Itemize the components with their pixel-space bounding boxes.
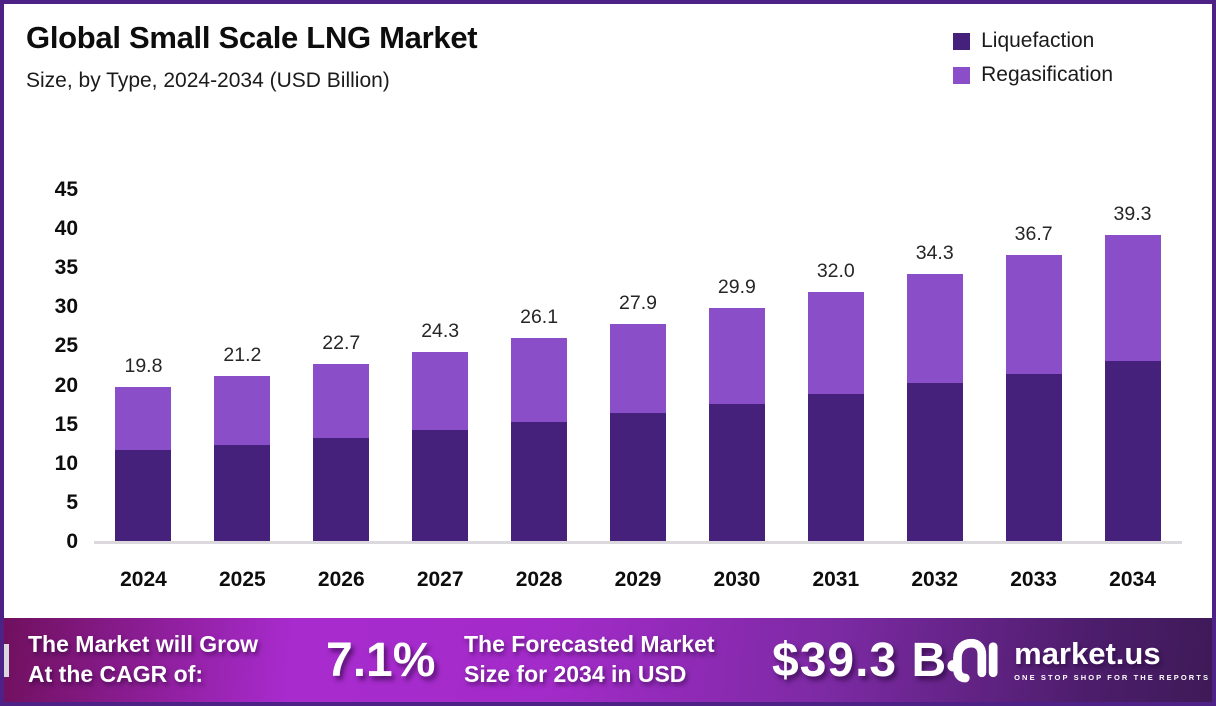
legend: Liquefaction Regasification	[953, 29, 1113, 87]
legend-item: Regasification	[953, 63, 1113, 87]
x-axis-label: 2029	[614, 568, 662, 591]
legend-swatch	[953, 66, 971, 84]
bar-group: 21.2 2025	[214, 190, 271, 591]
bar-total-label: 26.1	[520, 305, 559, 328]
cagr-value: 7.1%	[326, 633, 436, 687]
bar-total-label: 24.3	[421, 319, 460, 342]
segment-regasification	[115, 387, 172, 451]
bar-total-label: 36.7	[1014, 222, 1053, 245]
summary-banner: The Market will Grow At the CAGR of: 7.1…	[4, 618, 1212, 702]
cagr-label: The Market will Grow At the CAGR of:	[28, 630, 326, 690]
segment-liquefaction	[906, 383, 963, 542]
y-axis-tick: 15	[54, 412, 78, 436]
cagr-label-line1: The Market will Grow	[28, 631, 259, 658]
logo-text-block: market.us ONE STOP SHOP FOR THE REPORTS	[1014, 638, 1210, 682]
segment-liquefaction	[412, 430, 469, 542]
chart-subtitle: Size, by Type, 2024-2034 (USD Billion)	[26, 69, 390, 92]
bar-total-label: 39.3	[1113, 202, 1152, 225]
x-axis-label: 2026	[317, 568, 365, 591]
bar-group: 24.3 2027	[412, 190, 469, 591]
y-axis-tick: 0	[66, 530, 78, 553]
x-axis-baseline	[94, 541, 1182, 544]
segment-liquefaction	[1005, 373, 1062, 542]
marketus-logo: market.us ONE STOP SHOP FOR THE REPORTS	[947, 633, 1210, 688]
logo-tagline: ONE STOP SHOP FOR THE REPORTS	[1014, 673, 1211, 682]
segment-regasification	[609, 323, 666, 413]
stacked-bar-chart: 45 40 35 30 25 20 15 10 5 0 19.8 2024 21.2 2025 22.7 2…	[32, 178, 1182, 591]
forecast-label-line2: Size for 2034 in USD	[464, 661, 687, 687]
x-axis-label: 2024	[120, 568, 167, 591]
bar-total-label: 32.0	[816, 259, 855, 282]
cagr-label-line2: At the CAGR of:	[28, 661, 204, 687]
segment-liquefaction	[1104, 361, 1161, 542]
marketus-monogram-icon	[947, 633, 1001, 688]
legend-item: Liquefaction	[953, 29, 1113, 53]
segment-regasification	[313, 364, 370, 438]
y-axis-tick: 30	[54, 295, 78, 319]
bar-group: 39.3 2034	[1104, 190, 1161, 591]
x-axis-label: 2033	[1010, 568, 1057, 591]
segment-liquefaction	[609, 412, 666, 542]
bar-group: 29.9 2030	[708, 190, 765, 591]
y-axis-tick: 5	[66, 490, 78, 514]
legend-label: Liquefaction	[981, 29, 1095, 52]
bar-group: 32.0 2031	[807, 190, 864, 591]
bar-group: 36.7 2033	[1005, 190, 1062, 591]
x-axis-label: 2034	[1109, 568, 1156, 591]
bar-group: 22.7 2026	[313, 190, 370, 591]
plot-area: 19.8 2024 21.2 2025 22.7 2026 24.3 2027 26.1 2028…	[94, 190, 1182, 591]
legend-label: Regasification	[981, 63, 1113, 86]
bar-total-label: 19.8	[124, 355, 163, 378]
forecast-value: $39.3 B	[772, 633, 948, 687]
page-title: Global Small Scale LNG Market	[26, 20, 478, 55]
segment-liquefaction	[708, 403, 765, 542]
bar-group: 27.9 2029	[609, 190, 666, 591]
y-axis: 45 40 35 30 25 20 15 10 5 0	[32, 178, 78, 553]
bar-total-label: 34.3	[915, 241, 954, 264]
bars: 19.8 2024 21.2 2025 22.7 2026 24.3 2027 26.1 2028…	[94, 190, 1182, 591]
y-axis-tick: 25	[54, 334, 78, 358]
chart-header: Global Small Scale LNG Market Size, by T…	[26, 20, 478, 93]
forecast-label-line1: The Forecasted Market	[464, 631, 715, 658]
segment-regasification	[214, 376, 271, 446]
x-axis-label: 2032	[911, 568, 959, 591]
bar-total-label: 21.2	[223, 344, 262, 367]
segment-regasification	[412, 351, 469, 431]
x-axis-label: 2025	[219, 568, 266, 591]
segment-liquefaction	[115, 450, 172, 542]
logo-name: market.us	[1014, 636, 1161, 671]
bar-group: 26.1 2028	[511, 190, 568, 591]
bar-group: 34.3 2032	[906, 190, 963, 591]
y-axis-tick: 45	[54, 178, 78, 201]
y-axis-tick: 20	[54, 373, 78, 397]
segment-liquefaction	[313, 437, 370, 542]
segment-liquefaction	[511, 421, 568, 542]
segment-regasification	[1104, 234, 1161, 362]
forecast-label: The Forecasted Market Size for 2034 in U…	[464, 630, 764, 690]
segment-regasification	[708, 308, 765, 404]
x-axis-label: 2030	[713, 568, 761, 591]
legend-swatch	[953, 32, 971, 50]
segment-liquefaction	[214, 445, 271, 542]
y-axis-tick: 35	[54, 256, 78, 280]
segment-regasification	[807, 291, 864, 395]
segment-regasification	[906, 273, 963, 384]
banner-edge-accent	[4, 644, 9, 677]
segment-regasification	[511, 337, 568, 422]
bar-total-label: 27.9	[619, 291, 657, 314]
x-axis-label: 2027	[416, 568, 464, 591]
bar-total-label: 22.7	[322, 332, 361, 355]
bar-group: 19.8 2024	[115, 190, 172, 591]
x-axis-label: 2031	[812, 568, 860, 591]
bar-total-label: 29.9	[717, 276, 756, 299]
y-axis-tick: 40	[54, 217, 78, 241]
segment-liquefaction	[807, 394, 864, 542]
segment-regasification	[1005, 254, 1062, 374]
x-axis-label: 2028	[515, 568, 563, 591]
y-axis-tick: 10	[54, 451, 78, 475]
